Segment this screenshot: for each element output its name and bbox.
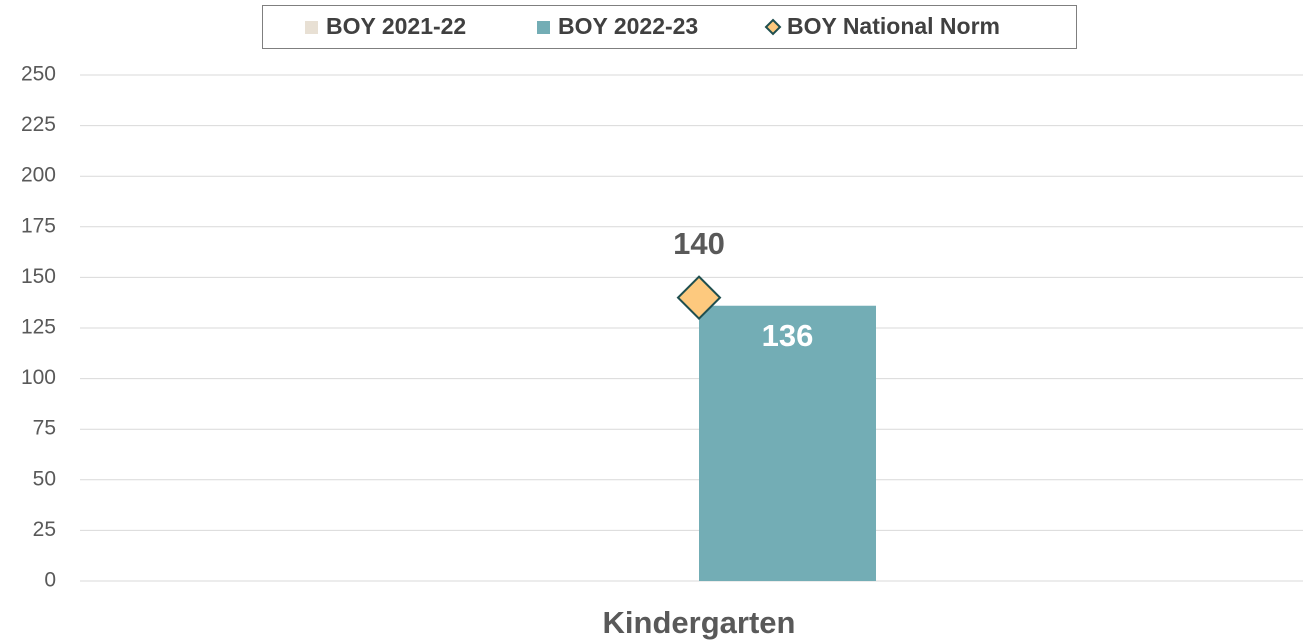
legend-box (262, 5, 1077, 49)
y-tick-label: 100 (21, 366, 56, 389)
y-tick-label: 25 (33, 518, 56, 541)
data-label: 140 (673, 226, 725, 261)
y-tick-label: 225 (21, 113, 56, 136)
y-tick-label: 125 (21, 316, 56, 339)
y-tick-label: 0 (44, 569, 56, 592)
bar (699, 305, 876, 581)
legend-swatch (764, 18, 782, 36)
y-tick-label: 175 (21, 214, 56, 237)
legend-swatch (537, 21, 550, 34)
x-tick-label: Kindergarten (603, 605, 796, 640)
y-tick-label: 250 (21, 63, 56, 86)
legend-swatch (305, 21, 318, 34)
legend-label: BOY National Norm (787, 13, 1000, 39)
legend-label: BOY 2021-22 (326, 13, 466, 39)
marker (676, 275, 722, 321)
data-label: 136 (762, 318, 814, 353)
y-tick-label: 50 (33, 467, 56, 490)
y-tick-label: 150 (21, 265, 56, 288)
y-tick-label: 75 (33, 417, 56, 440)
legend-label: BOY 2022-23 (558, 13, 698, 39)
y-tick-label: 200 (21, 164, 56, 187)
